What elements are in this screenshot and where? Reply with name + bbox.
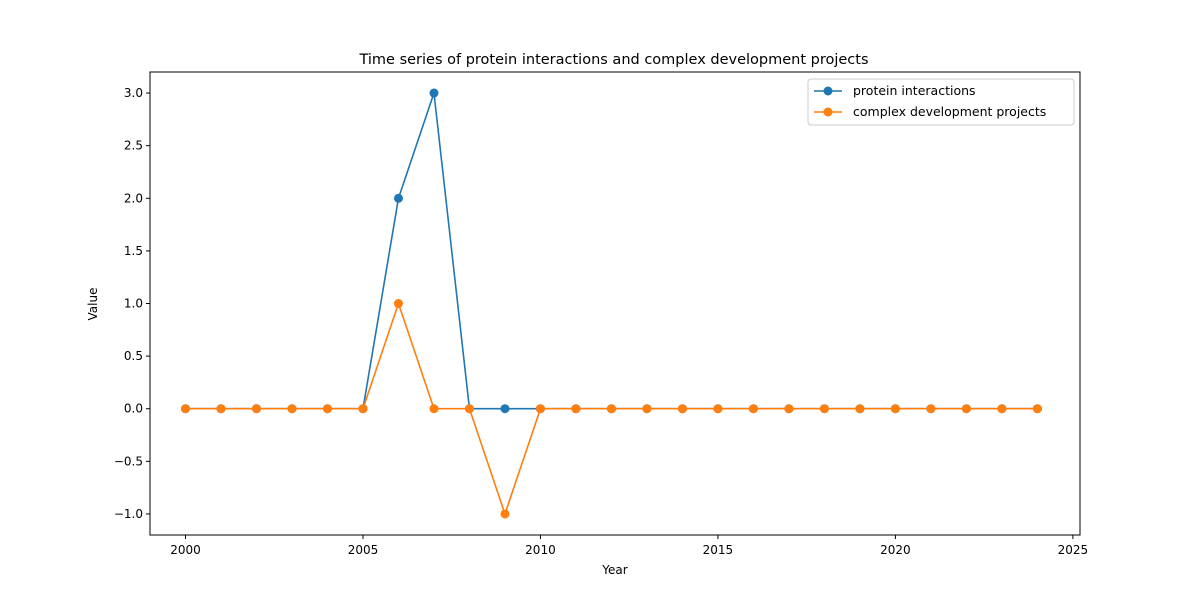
data-point	[287, 404, 297, 414]
data-point	[429, 404, 439, 414]
y-tick-label: 0.5	[124, 349, 143, 363]
legend: protein interactions complex development …	[807, 78, 1075, 126]
data-point	[322, 404, 332, 414]
y-tick-label: 1.5	[124, 244, 143, 258]
data-point	[500, 404, 510, 414]
data-point	[713, 404, 723, 414]
data-point	[393, 299, 403, 308]
legend-entry: protein interactions	[814, 83, 976, 98]
data-point	[251, 404, 261, 414]
data-point	[926, 404, 936, 414]
data-point	[571, 404, 581, 414]
y-tick-label: 2.5	[124, 139, 143, 153]
y-tick-label: 3.0	[124, 86, 143, 100]
legend-marker-icon	[823, 107, 833, 117]
x-tick-label: 2020	[880, 543, 911, 557]
y-tick-label: −1.0	[114, 507, 143, 521]
x-tick-label: 2005	[348, 543, 379, 557]
y-tick-label: 0.0	[124, 402, 143, 416]
data-point	[642, 404, 652, 414]
x-tick-label: 2015	[703, 543, 734, 557]
data-point	[464, 404, 474, 414]
x-tick-label: 2025	[1058, 543, 1089, 557]
y-tick-label: 2.0	[124, 191, 143, 205]
legend-label: complex development projects	[853, 104, 1046, 119]
y-axis-label: Value	[86, 288, 100, 321]
data-point	[997, 404, 1007, 414]
series-2	[180, 299, 1042, 519]
y-tick-label: −0.5	[114, 454, 143, 468]
data-point	[500, 509, 510, 519]
legend-marker-icon	[823, 86, 833, 96]
data-point	[784, 404, 794, 414]
x-tick-label: 2010	[525, 543, 556, 557]
data-point	[216, 404, 226, 414]
data-point	[429, 88, 439, 98]
data-point	[677, 404, 687, 414]
data-point	[358, 404, 368, 414]
data-point	[855, 404, 865, 414]
x-axis-label: Year	[601, 563, 627, 577]
series-group	[180, 88, 1042, 519]
data-point	[606, 404, 616, 414]
y-tick-label: 1.0	[124, 297, 143, 311]
legend-box	[807, 78, 1075, 126]
chart-title: Time series of protein interactions and …	[358, 52, 868, 68]
data-point	[393, 193, 403, 203]
legend-entry: complex development projects	[814, 104, 1046, 119]
x-axis: 2000 2005 2010 2015 2020 2025	[170, 535, 1088, 557]
data-point	[819, 404, 829, 414]
y-axis: −1.0 −0.5 0.0 0.5 1.0 1.5 2.0 2.5 3.0	[114, 86, 150, 521]
data-point	[1032, 404, 1042, 414]
data-point	[535, 404, 545, 414]
x-tick-label: 2000	[170, 543, 201, 557]
data-point	[748, 404, 758, 414]
data-point	[890, 404, 900, 414]
data-point	[961, 404, 971, 414]
data-point	[180, 404, 190, 414]
legend-label: protein interactions	[853, 83, 976, 98]
